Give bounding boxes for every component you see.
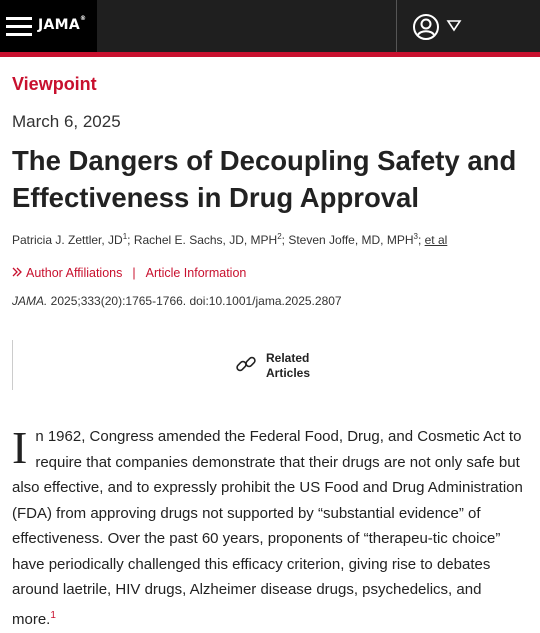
affiliation-ref: 3 — [413, 232, 418, 241]
author-name[interactable]: Steven Joffe, MD, MPH — [288, 233, 414, 247]
article-information-link[interactable]: Article Information — [145, 266, 247, 280]
article-meta-links: Author Affiliations | Article Informatio… — [12, 266, 246, 280]
link-icon — [234, 352, 258, 381]
article-title: The Dangers of Decoupling Safety and Eff… — [12, 145, 517, 213]
citation-journal: JAMA. — [12, 294, 48, 308]
nav-divider — [396, 0, 397, 52]
citation: JAMA. 2025;333(20):1765-1766. doi:10.100… — [12, 294, 342, 308]
author-name[interactable]: Patricia J. Zettler, JD — [12, 233, 123, 247]
related-label-line2: Articles — [266, 366, 311, 380]
body-text: n 1962, Congress amended the Federal Foo… — [12, 428, 523, 628]
brand-area: JAMA® — [0, 0, 97, 52]
author-list: Patricia J. Zettler, JD1; Rachel E. Sach… — [12, 232, 448, 247]
affiliation-ref: 1 — [122, 232, 128, 241]
jama-logo[interactable]: JAMA® — [38, 15, 87, 33]
top-navigation-bar: JAMA® — [0, 0, 540, 57]
et-al-link[interactable]: et al — [424, 233, 448, 247]
reference-link[interactable]: 1 — [50, 609, 56, 621]
citation-details: 2025;333(20):1765-1766. doi:10.1001/jama… — [47, 294, 342, 308]
related-label-line1: Related — [266, 351, 310, 365]
author-affiliations-link[interactable]: Author Affiliations — [26, 266, 123, 280]
related-articles-button[interactable]: Related Articles — [234, 351, 310, 381]
chevron-right-icon — [12, 266, 22, 280]
drop-cap: I — [12, 422, 28, 473]
caret-down-icon[interactable] — [446, 17, 464, 35]
affiliation-ref: 2 — [277, 232, 282, 241]
article-section-label[interactable]: Viewpoint — [12, 74, 97, 94]
author-name[interactable]: Rachel E. Sachs, JD, MPH — [133, 233, 278, 247]
link-separator: | — [132, 266, 136, 280]
related-articles-panel — [12, 340, 529, 390]
user-icon[interactable] — [412, 13, 440, 41]
publication-date: March 6, 2025 — [12, 112, 121, 131]
menu-icon[interactable] — [6, 17, 32, 37]
